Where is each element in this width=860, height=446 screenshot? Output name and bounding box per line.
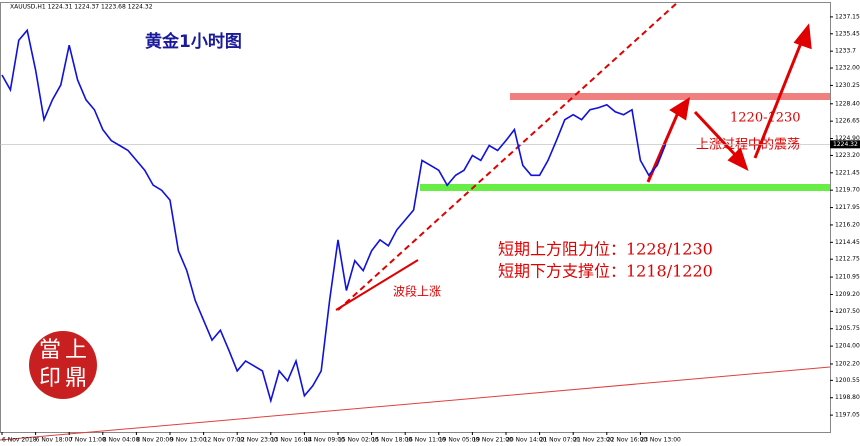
x-tick-label: 6 Nov 2018 — [2, 437, 37, 444]
x-tick-label: 23 Nov 13:00 — [640, 437, 681, 444]
last-price-box — [830, 140, 860, 149]
stamp-circle — [29, 331, 97, 399]
stamp: 當 上 印 鼎 — [29, 331, 97, 399]
arrow — [693, 110, 742, 162]
support-note: 短期下方支撑位：1218/1220 — [498, 262, 713, 281]
x-tick-label: 14 Nov 09:00 — [304, 437, 345, 444]
x-tick-label: 22 Nov 16:00 — [607, 437, 648, 444]
arrow — [753, 37, 805, 159]
x-tick-label: 13 Nov 16:00 — [271, 437, 312, 444]
wave-line — [335, 259, 419, 311]
y-tick-label: 1219.70 — [835, 187, 860, 194]
stamp-char: 上 — [65, 338, 87, 363]
y-tick-label: 1237.15 — [835, 13, 860, 20]
y-tick-label: 1221.45 — [835, 169, 860, 176]
arrow-head — [727, 147, 749, 171]
y-tick-label: 1204.00 — [835, 343, 860, 350]
x-tick-label: 21 Nov 07:00 — [540, 437, 581, 444]
y-tick-label: 1207.50 — [835, 308, 860, 315]
resistance-note: 短期上方阻力位：1228/1230 — [498, 240, 713, 259]
y-tick-label: 1210.95 — [835, 274, 860, 281]
arrow-head — [669, 96, 691, 121]
last-price-label: 1224.32 — [833, 141, 858, 148]
y-tick-label: 1217.95 — [835, 204, 860, 211]
x-tick-label: 7 Nov 11:00 — [69, 437, 106, 444]
y-tick-label: 1198.80 — [835, 394, 860, 401]
y-tick-label: 1209.20 — [835, 291, 860, 298]
wave-note: 波段上涨 — [393, 284, 441, 299]
x-tick-label: 21 Nov 23:00 — [573, 437, 614, 444]
y-tick-label: 1216.20 — [835, 221, 860, 228]
price-line — [1, 28, 667, 404]
y-tick-label: 1202.20 — [835, 360, 860, 367]
resistance-zone — [510, 93, 830, 100]
y-tick-label: 1226.65 — [835, 118, 860, 125]
stamp-char: 鼎 — [65, 366, 87, 391]
arrow-head — [793, 23, 812, 50]
y-tick-label: 1212.75 — [835, 256, 860, 263]
y-tick-label: 1224.90 — [835, 135, 860, 142]
y-tick-label: 1205.75 — [835, 325, 860, 332]
y-tick-label: 1233.7 — [835, 48, 856, 55]
x-tick-label: 20 Nov 14:00 — [506, 437, 547, 444]
chart-title: 黄金1小时图 — [145, 31, 242, 52]
y-tick-label: 1197.05 — [835, 412, 860, 419]
support-zone — [420, 184, 830, 191]
plot-frame — [0, 2, 831, 433]
range-note: 1220-1230 — [730, 111, 801, 126]
y-tick-label: 1235.45 — [835, 30, 860, 37]
y-tick-label: 1200.55 — [835, 377, 860, 384]
x-tick-label: 9 Nov 13:00 — [170, 437, 207, 444]
x-tick-label: 16 Nov 11:00 — [405, 437, 446, 444]
stamp-char: 當 — [39, 338, 61, 363]
x-tick-label: 19 Nov 21:00 — [472, 437, 513, 444]
x-tick-label: 12 Nov 07:00 — [204, 437, 245, 444]
x-tick-label: 6 Nov 18:00 — [36, 437, 73, 444]
y-tick-label: 1232.00 — [835, 65, 860, 72]
stamp-char: 印 — [39, 366, 61, 391]
x-tick-label: 19 Nov 05:00 — [439, 437, 480, 444]
y-tick-label: 1214.45 — [835, 239, 860, 246]
y-tick-label: 1223.20 — [835, 152, 860, 159]
x-tick-label: 12 Nov 23:00 — [237, 437, 278, 444]
y-tick-label: 1230.25 — [835, 82, 860, 89]
y-tick-label: 1228.40 — [835, 100, 860, 107]
channel-line — [337, 1, 679, 311]
symbol-header: XAUUSD,H1 1224.31 1224.37 1223.68 1224.3… — [10, 4, 153, 11]
trend-line — [0, 366, 831, 441]
x-tick-label: 8 Nov 04:00 — [103, 437, 140, 444]
x-tick-label: 15 Nov 02:00 — [338, 437, 379, 444]
x-tick-label: 15 Nov 18:00 — [372, 437, 413, 444]
x-tick-label: 8 Nov 20:00 — [136, 437, 173, 444]
